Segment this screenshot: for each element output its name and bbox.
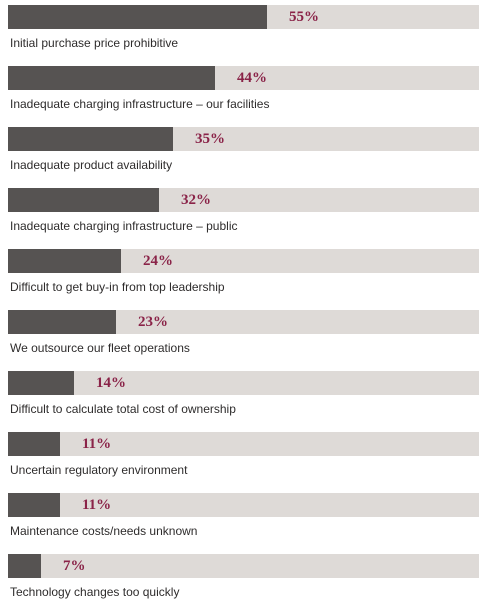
bar <box>8 249 121 273</box>
bar-category-label: Technology changes too quickly <box>10 585 180 599</box>
bar-value-label: 44% <box>237 70 267 86</box>
bar-category-label: Inadequate product availability <box>10 158 173 172</box>
bar <box>8 554 41 578</box>
bar-value-label: 11% <box>82 436 112 452</box>
bar-value-label: 55% <box>289 9 319 25</box>
bar-value-label: 32% <box>181 192 211 208</box>
bar-row: 11% Maintenance costs/needs unknown <box>0 488 479 548</box>
bar-track <box>8 371 479 395</box>
bar-track <box>8 310 479 334</box>
bar-row: 23% We outsource our fleet operations <box>0 305 479 365</box>
bar-row: 7% Technology changes too quickly <box>0 549 479 609</box>
bar-value-label: 35% <box>195 131 225 147</box>
bar-value-label: 23% <box>138 314 168 330</box>
bar-value-label: 11% <box>82 497 112 513</box>
bar-row: 32% Inadequate charging infrastructure – … <box>0 183 479 243</box>
bar-track <box>8 127 479 151</box>
bar-track <box>8 249 479 273</box>
bar-track <box>8 66 479 90</box>
bar-row: 44% Inadequate charging infrastructure – … <box>0 61 479 121</box>
bar <box>8 310 116 334</box>
bar-track <box>8 432 479 456</box>
bar <box>8 493 60 517</box>
bar-category-label: Maintenance costs/needs unknown <box>10 524 198 538</box>
bar-track <box>8 5 479 29</box>
bar-category-label: We outsource our fleet operations <box>10 341 190 355</box>
bar-row: 55% Initial purchase price prohibitive <box>0 0 479 60</box>
bar-value-label: 14% <box>96 375 126 391</box>
bar <box>8 5 267 29</box>
bar-category-label: Difficult to calculate total cost of own… <box>10 402 236 416</box>
bar-value-label: 7% <box>63 558 86 574</box>
bar-row: 14% Difficult to calculate total cost of … <box>0 366 479 426</box>
bar-row: 35% Inadequate product availability <box>0 122 479 182</box>
bar <box>8 432 60 456</box>
bar-track <box>8 554 479 578</box>
bar <box>8 127 173 151</box>
bar <box>8 188 159 212</box>
bar-track <box>8 493 479 517</box>
bar-row: 24% Difficult to get buy-in from top lead… <box>0 244 479 304</box>
bar-row: 11% Uncertain regulatory environment <box>0 427 479 487</box>
bar-category-label: Uncertain regulatory environment <box>10 463 188 477</box>
bar-category-label: Inadequate charging infrastructure – our… <box>10 97 270 111</box>
bar <box>8 371 74 395</box>
bar <box>8 66 215 90</box>
bar-category-label: Initial purchase price prohibitive <box>10 36 179 50</box>
bar-value-label: 24% <box>143 253 173 269</box>
bar-category-label: Inadequate charging infrastructure – pub… <box>10 219 238 233</box>
bar-category-label: Difficult to get buy-in from top leaders… <box>10 280 225 294</box>
bar-track <box>8 188 479 212</box>
